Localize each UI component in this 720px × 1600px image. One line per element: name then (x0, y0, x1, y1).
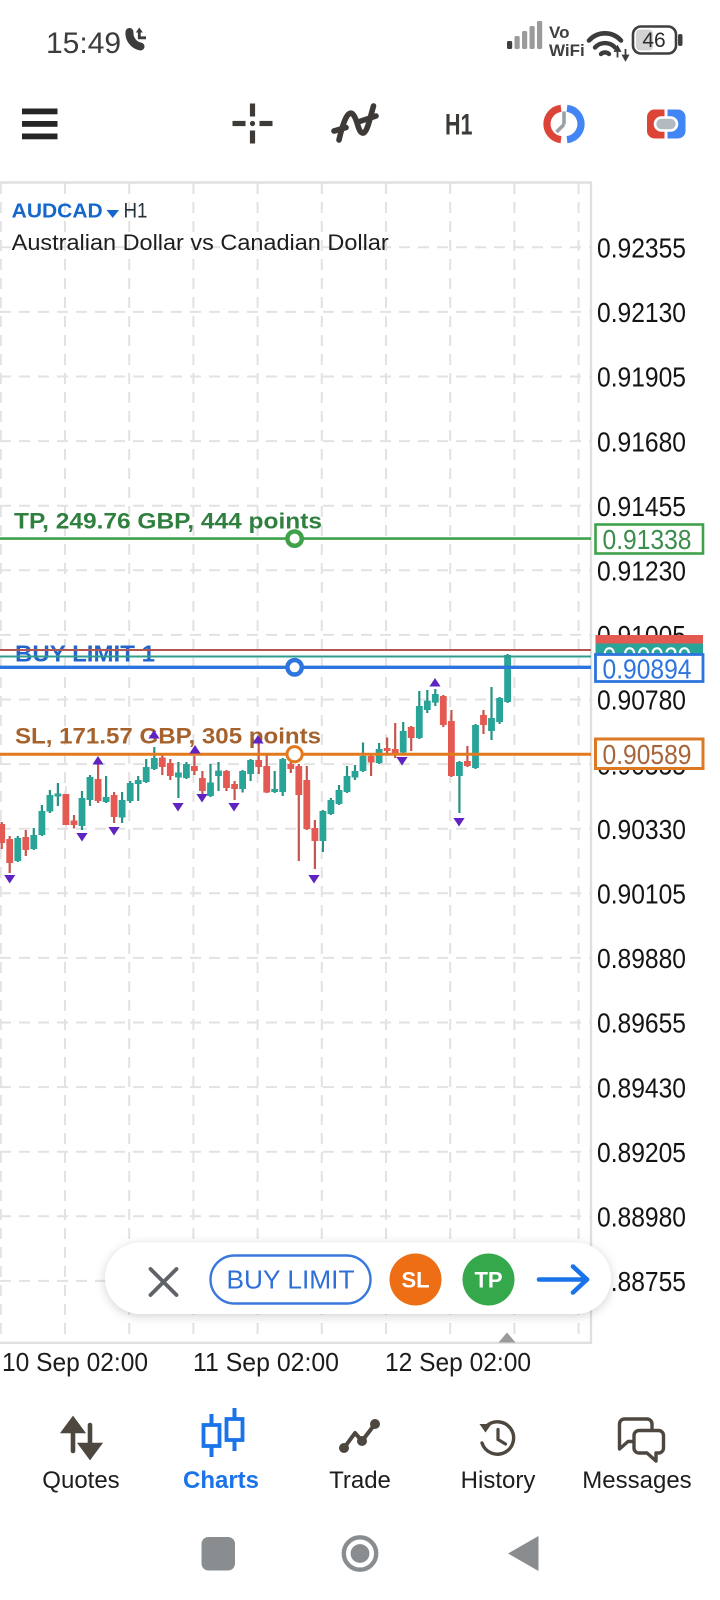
svg-text:0.90894: 0.90894 (603, 654, 692, 685)
svg-text:0.92355: 0.92355 (597, 233, 686, 264)
svg-text:H1: H1 (124, 200, 148, 223)
svg-text:0.91680: 0.91680 (597, 426, 686, 457)
svg-text:0.90780: 0.90780 (597, 685, 686, 716)
svg-text:WiFi: WiFi (549, 41, 585, 60)
svg-text:0.88980: 0.88980 (597, 1202, 686, 1233)
svg-text:History: History (461, 1467, 536, 1494)
svg-text:BUY LIMIT: BUY LIMIT (227, 1265, 355, 1295)
svg-text:15:49: 15:49 (46, 27, 121, 60)
svg-text:11 Sep 02:00: 11 Sep 02:00 (193, 1347, 339, 1377)
svg-text:0.89655: 0.89655 (597, 1008, 686, 1039)
svg-text:TP: TP (474, 1268, 502, 1293)
svg-text:0.89430: 0.89430 (597, 1072, 686, 1103)
svg-text:0.88755: 0.88755 (597, 1266, 686, 1297)
svg-text:0.91338: 0.91338 (603, 524, 692, 555)
svg-text:Australian Dollar vs Canadian: Australian Dollar vs Canadian Dollar (12, 230, 389, 255)
svg-text:0.91455: 0.91455 (597, 491, 686, 522)
svg-text:0.91905: 0.91905 (597, 362, 686, 393)
svg-text:0.89880: 0.89880 (597, 943, 686, 974)
svg-text:10 Sep 02:00: 10 Sep 02:00 (2, 1347, 148, 1377)
svg-text:46: 46 (642, 29, 665, 52)
svg-text:0.90589: 0.90589 (603, 739, 692, 770)
svg-text:SL: SL (401, 1268, 429, 1293)
svg-text:TP, 249.76 GBP, 444 points: TP, 249.76 GBP, 444 points (14, 509, 322, 534)
svg-text:Messages: Messages (582, 1467, 691, 1494)
svg-text:0.90105: 0.90105 (597, 879, 686, 910)
svg-text:0.92130: 0.92130 (597, 297, 686, 328)
svg-text:12 Sep 02:00: 12 Sep 02:00 (385, 1347, 531, 1377)
svg-text:Charts: Charts (183, 1467, 259, 1494)
svg-text:AUDCAD: AUDCAD (12, 200, 103, 223)
svg-text:Trade: Trade (329, 1467, 391, 1494)
svg-text:0.90330: 0.90330 (597, 814, 686, 845)
svg-text:BUY LIMIT 1: BUY LIMIT 1 (15, 641, 155, 667)
svg-text:Vo: Vo (549, 23, 569, 42)
svg-text:H1: H1 (445, 108, 473, 141)
svg-text:0.91230: 0.91230 (597, 556, 686, 587)
svg-text:SL, 171.57 GBP, 305 points: SL, 171.57 GBP, 305 points (15, 724, 321, 749)
svg-text:Quotes: Quotes (42, 1467, 119, 1494)
svg-text:0.89205: 0.89205 (597, 1137, 686, 1168)
